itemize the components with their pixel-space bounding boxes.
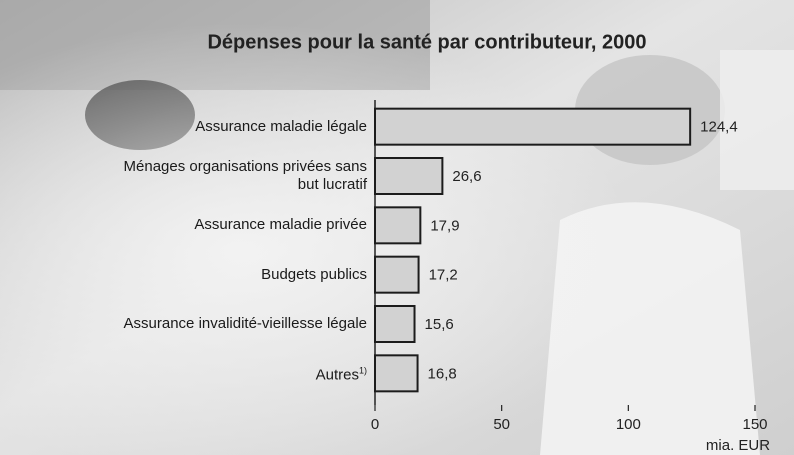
value-label: 124,4 (700, 119, 738, 136)
category-text: Autres (315, 366, 359, 384)
category-text: Budgets publics (261, 265, 367, 283)
footnote-mark: 1) (358, 365, 367, 376)
bar (374, 206, 422, 245)
value-label: 17,2 (429, 267, 458, 284)
bar (374, 354, 419, 393)
category-text: Assurance maladie privée (194, 216, 367, 234)
x-tick-label: 100 (616, 416, 641, 433)
value-label: 26,6 (452, 168, 481, 185)
category-label: Assurance invalidité-vieillesse légale (109, 315, 367, 333)
category-text: Ménages organisations privées sans but l… (123, 158, 367, 193)
chart-title: Dépenses pour la santé par contributeur,… (207, 31, 646, 53)
category-text: Assurance maladie légale (195, 117, 367, 135)
category-label: Budgets publics (109, 266, 367, 284)
category-label: Assurance maladie légale (109, 118, 367, 136)
x-tick-label: 150 (742, 416, 767, 433)
x-axis-label: mia. EUR (706, 437, 770, 454)
bar (374, 305, 416, 343)
x-tick-label: 0 (371, 416, 379, 433)
bar (374, 255, 420, 294)
value-label: 16,8 (428, 365, 457, 382)
category-label: Ménages organisations privées sans but l… (109, 158, 367, 194)
bar (374, 157, 444, 195)
category-label: Assurance maladie privée (109, 216, 367, 234)
bar (374, 107, 692, 146)
category-label: Autres1) (109, 362, 367, 385)
value-label: 17,9 (430, 217, 459, 234)
category-text: Assurance invalidité-vieillesse légale (123, 315, 367, 332)
x-tick-label: 50 (493, 416, 510, 433)
value-label: 15,6 (425, 316, 454, 333)
